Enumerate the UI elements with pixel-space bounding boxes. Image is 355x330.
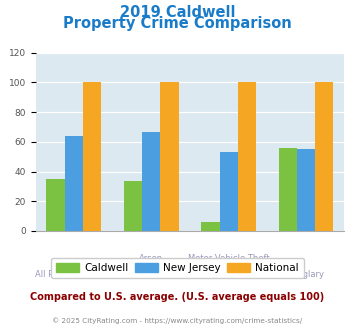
Bar xyxy=(219,152,238,231)
Bar xyxy=(160,82,179,231)
Text: 2019 Caldwell: 2019 Caldwell xyxy=(120,5,235,20)
Text: All Property Crime: All Property Crime xyxy=(36,270,112,279)
Bar xyxy=(238,82,256,231)
Bar xyxy=(47,179,65,231)
Bar xyxy=(124,181,142,231)
Bar xyxy=(297,149,315,231)
Bar xyxy=(83,82,101,231)
Text: Larceny & Theft: Larceny & Theft xyxy=(118,270,185,279)
Bar xyxy=(142,131,160,231)
Bar xyxy=(201,222,219,231)
Text: © 2025 CityRating.com - https://www.cityrating.com/crime-statistics/: © 2025 CityRating.com - https://www.city… xyxy=(53,317,302,324)
Bar xyxy=(65,136,83,231)
Bar xyxy=(315,82,333,231)
Text: Motor Vehicle Theft: Motor Vehicle Theft xyxy=(188,254,269,263)
Text: Compared to U.S. average. (U.S. average equals 100): Compared to U.S. average. (U.S. average … xyxy=(31,292,324,302)
Bar xyxy=(279,148,297,231)
Legend: Caldwell, New Jersey, National: Caldwell, New Jersey, National xyxy=(51,258,304,278)
Text: Burglary: Burglary xyxy=(288,270,324,279)
Text: Property Crime Comparison: Property Crime Comparison xyxy=(63,16,292,31)
Text: Arson: Arson xyxy=(139,254,163,263)
